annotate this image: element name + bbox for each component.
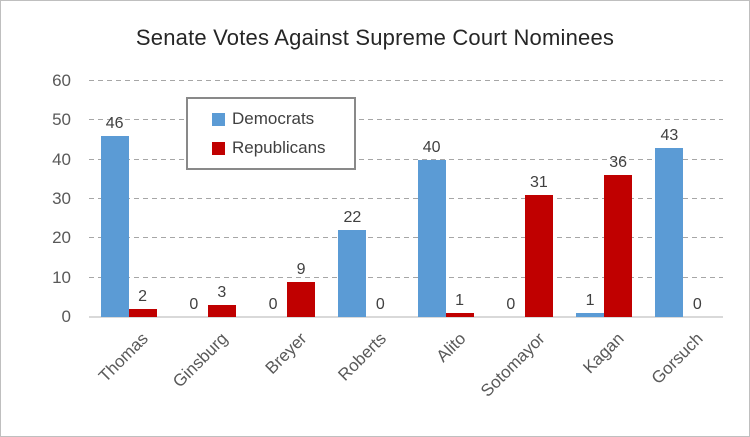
- data-label-republicans-sotomayor: 31: [529, 174, 548, 192]
- bar-democrats-alito: [417, 159, 446, 317]
- data-label-democrats-breyer: 0: [268, 296, 278, 313]
- legend-label-republicans: Republicans: [232, 138, 326, 157]
- data-label-republicans-gorsuch: 0: [692, 296, 702, 313]
- data-label-democrats-sotomayor: 0: [506, 296, 516, 313]
- bar-republicans-breyer: [287, 281, 316, 317]
- category-group-kagan: 1 36 Kagan: [565, 81, 644, 377]
- bar-republicans-thomas: [128, 309, 157, 317]
- bar-republicans-ginsburg: [207, 305, 236, 317]
- bar-democrats-kagan: [576, 313, 605, 317]
- legend-item-republicans: Republicans: [212, 137, 330, 159]
- data-label-democrats-kagan: 1: [585, 292, 595, 310]
- republicans-swatch-icon: [212, 141, 225, 155]
- data-label-republicans-alito: 1: [455, 292, 465, 310]
- gridline-50: [89, 119, 723, 121]
- bar-republicans-sotomayor: [524, 195, 553, 317]
- data-label-democrats-thomas: 46: [105, 115, 124, 133]
- y-tick-label-40: 40: [52, 149, 71, 169]
- bar-republicans-alito: [445, 313, 474, 317]
- data-label-republicans-breyer: 9: [296, 260, 306, 278]
- y-tick-label-30: 30: [52, 189, 71, 208]
- gridline-30: [89, 198, 723, 199]
- chart-title: Senate Votes Against Supreme Court Nomin…: [135, 25, 615, 50]
- gridline-20: [89, 237, 723, 239]
- category-group-sotomayor: 0 31 Sotomayor: [477, 81, 564, 401]
- category-label-roberts: Roberts: [334, 329, 390, 385]
- gridline-40: [89, 158, 723, 160]
- x-axis-line: [89, 316, 723, 318]
- data-label-republicans-thomas: 2: [138, 288, 148, 306]
- data-label-democrats-alito: 40: [422, 138, 441, 156]
- category-group-roberts: 22 0 Roberts: [327, 81, 406, 384]
- category-group-alito: 40 1 Alito: [406, 81, 485, 366]
- category-group-breyer: 0 9 Breyer: [248, 81, 327, 378]
- category-label-breyer: Breyer: [261, 329, 311, 378]
- y-tick-label-10: 10: [52, 267, 71, 287]
- category-label-sotomayor: Sotomayor: [476, 329, 549, 401]
- legend: Democrats Republicans: [186, 97, 356, 170]
- bar-democrats-gorsuch: [655, 147, 684, 317]
- democrats-swatch-icon: [212, 112, 225, 126]
- category-label-alito: Alito: [432, 329, 470, 366]
- category-group-gorsuch: 43 0 Gorsuch: [644, 81, 723, 388]
- y-tick-label-60: 60: [52, 71, 71, 90]
- gridline-10: [89, 276, 723, 278]
- data-label-democrats-ginsburg: 0: [189, 296, 199, 313]
- y-tick-label-0: 0: [61, 307, 71, 326]
- y-axis: 0 10 20 30 40 50 60: [1, 71, 71, 326]
- bar-groups: 46 2 Thomas 0 3 Ginsburg 0 9 Breyer 22 0 Roberts 40 1…: [89, 81, 723, 401]
- bar-democrats-thomas: [100, 136, 129, 317]
- data-label-republicans-kagan: 36: [609, 154, 628, 172]
- y-tick-label-50: 50: [52, 110, 71, 130]
- legend-item-democrats: Democrats: [212, 108, 330, 130]
- y-tick-label-20: 20: [52, 228, 71, 248]
- category-group-ginsburg: 0 3 Ginsburg: [168, 81, 247, 391]
- plot-area: 46 2 Thomas 0 3 Ginsburg 0 9 Breyer 22 0 Roberts 40 1…: [89, 80, 723, 401]
- data-label-democrats-roberts: 22: [343, 209, 362, 227]
- category-label-thomas: Thomas: [95, 329, 153, 386]
- bar-democrats-roberts: [338, 230, 367, 317]
- data-label-republicans-roberts: 0: [375, 296, 385, 313]
- bar-republicans-kagan: [604, 175, 633, 317]
- category-label-ginsburg: Ginsburg: [169, 329, 232, 392]
- data-label-republicans-ginsburg: 3: [217, 284, 227, 302]
- legend-label-democrats: Democrats: [232, 109, 315, 128]
- category-label-gorsuch: Gorsuch: [647, 329, 707, 388]
- category-group-thomas: 46 2 Thomas: [89, 81, 168, 386]
- gridline-60: [89, 80, 723, 81]
- data-label-democrats-gorsuch: 43: [660, 126, 679, 144]
- category-label-kagan: Kagan: [579, 329, 628, 378]
